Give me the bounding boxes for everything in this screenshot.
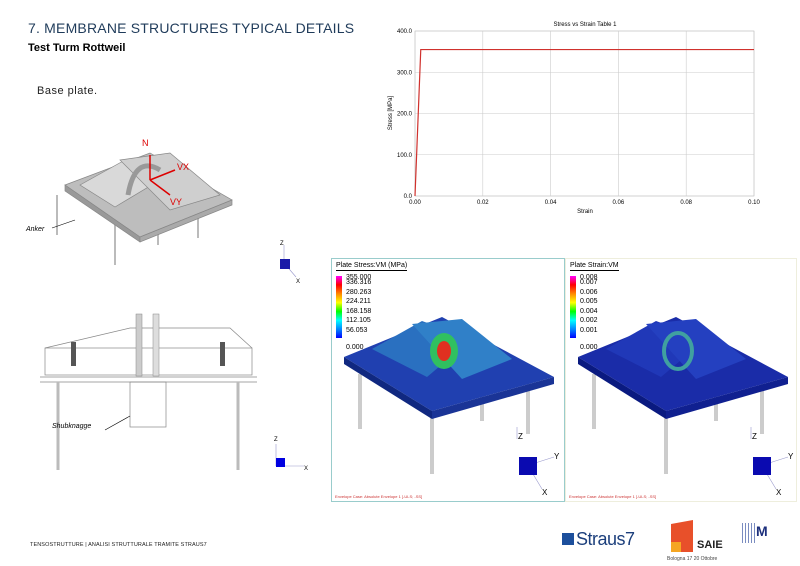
- label-n: N: [142, 138, 149, 148]
- x-tick-label: 0.06: [613, 200, 625, 206]
- stress-strain-line: [414, 48, 754, 197]
- y-tick-label: 200.0: [397, 112, 413, 118]
- axis-triad-iso: Z X: [280, 241, 300, 285]
- saie-logo: SAIE Bologna 17 20 Ottobre: [667, 520, 727, 564]
- legend-value: 336.316: [346, 279, 372, 286]
- axis-triad-elevation: Z X: [274, 437, 308, 472]
- legend-value: 168.158: [346, 307, 372, 315]
- legend-value: 0.008: [580, 274, 598, 281]
- stress-strain-chart: Stress vs Strain Table 1 Strain Stress […: [388, 22, 760, 215]
- straus7-mark-icon: [562, 533, 574, 545]
- legend-value: 0.000: [346, 344, 364, 351]
- axis-z: Z: [280, 241, 284, 247]
- strain-contour-model: Z Y X: [578, 317, 794, 497]
- axis-y: Y: [788, 452, 794, 461]
- y-tick-label: 100.0: [397, 153, 413, 159]
- base-plate-elevation: [40, 313, 257, 470]
- x-tick-label: 0.02: [477, 200, 489, 206]
- legend-value: 280.263: [346, 288, 372, 296]
- legend-value: 224.211: [346, 298, 371, 305]
- x-tick-label: 0.08: [680, 200, 692, 206]
- axis-x: X: [304, 466, 308, 472]
- y-tick-label: 400.0: [397, 29, 413, 35]
- legend-value: 0.006: [580, 288, 598, 296]
- stress-contour-model: Z Y X: [344, 317, 560, 497]
- caption: Base plate.: [37, 85, 98, 97]
- y-tick-label: 0.0: [404, 194, 413, 200]
- legend-value: 56.053: [346, 326, 368, 334]
- strain-color-bar: [570, 276, 576, 338]
- legend-value: 0.005: [580, 298, 598, 305]
- straus7-wordmark: Straus7: [576, 528, 635, 549]
- axis-x: X: [296, 279, 300, 285]
- label-anker: Anker: [26, 226, 45, 233]
- legend-value: 0.007: [580, 279, 598, 286]
- stress-panel-title: Plate Stress:VM (MPa): [336, 262, 408, 271]
- chart-title: Stress vs Strain Table 1: [554, 22, 618, 28]
- legend-value: 0.002: [580, 317, 598, 324]
- strain-contour-panel: Plate Strain:VM 0.008 0.007 0.006 0.005 0.00…: [565, 258, 797, 502]
- label-shubknagge: Shubknagge: [52, 423, 92, 430]
- legend-value: 0.004: [580, 307, 598, 315]
- x-tick-label: 0.10: [748, 200, 760, 206]
- saie-wordmark: SAIE: [697, 539, 723, 551]
- legend-value: 112.105: [346, 317, 371, 324]
- y-tick-label: 300.0: [397, 70, 413, 76]
- axis-z: Z: [752, 432, 757, 441]
- legend-value: 355.000: [346, 274, 372, 281]
- y-axis-label: Stress [MPa]: [388, 95, 394, 130]
- saie-subtitle: Bologna 17 20 Ottobre: [667, 556, 718, 562]
- stress-contour-panel: Plate Stress:VM (MPa) 355.000 336.316 280.…: [331, 258, 565, 502]
- strain-panel-footer: Envelope Case: Absolute Envelope 1 [-ULS…: [569, 494, 657, 499]
- legend-value: 0.001: [580, 326, 598, 334]
- strain-legend: 0.008 0.007 0.006 0.005 0.004 0.002 0.001 0.000: [570, 274, 640, 354]
- maffeis-logo: M: [742, 523, 770, 553]
- x-axis-label: Strain: [577, 209, 593, 215]
- stress-color-bar: [336, 276, 342, 338]
- axis-y: Y: [554, 452, 560, 461]
- axis-z: Z: [518, 432, 523, 441]
- axis-x: X: [776, 488, 782, 497]
- x-tick-label: 0.04: [545, 200, 557, 206]
- stress-panel-footer: Envelope Case: Absolute Envelope 1 [-ULS…: [335, 494, 423, 499]
- strain-panel-title: Plate Strain:VM: [570, 262, 619, 271]
- x-tick-label: 0.00: [409, 200, 421, 206]
- label-vx: VX: [177, 162, 189, 172]
- legend-value: 0.000: [580, 344, 598, 351]
- axis-z: Z: [274, 437, 278, 443]
- slide-subtitle: Test Turm Rottweil: [28, 42, 126, 54]
- axis-x: X: [542, 488, 548, 497]
- stress-legend: 355.000 336.316 280.263 224.211 168.158 112.1…: [336, 274, 406, 354]
- straus7-logo: Straus7: [562, 528, 635, 550]
- slide-title: 7. MEMBRANE STRUCTURES TYPICAL DETAILS: [28, 20, 355, 36]
- label-vy: VY: [170, 197, 182, 207]
- base-plate-isometric: N VX VY: [51, 138, 233, 265]
- footer-text: TENSOSTRUTTURE | ANALISI STRUTTURALE TRA…: [30, 542, 207, 548]
